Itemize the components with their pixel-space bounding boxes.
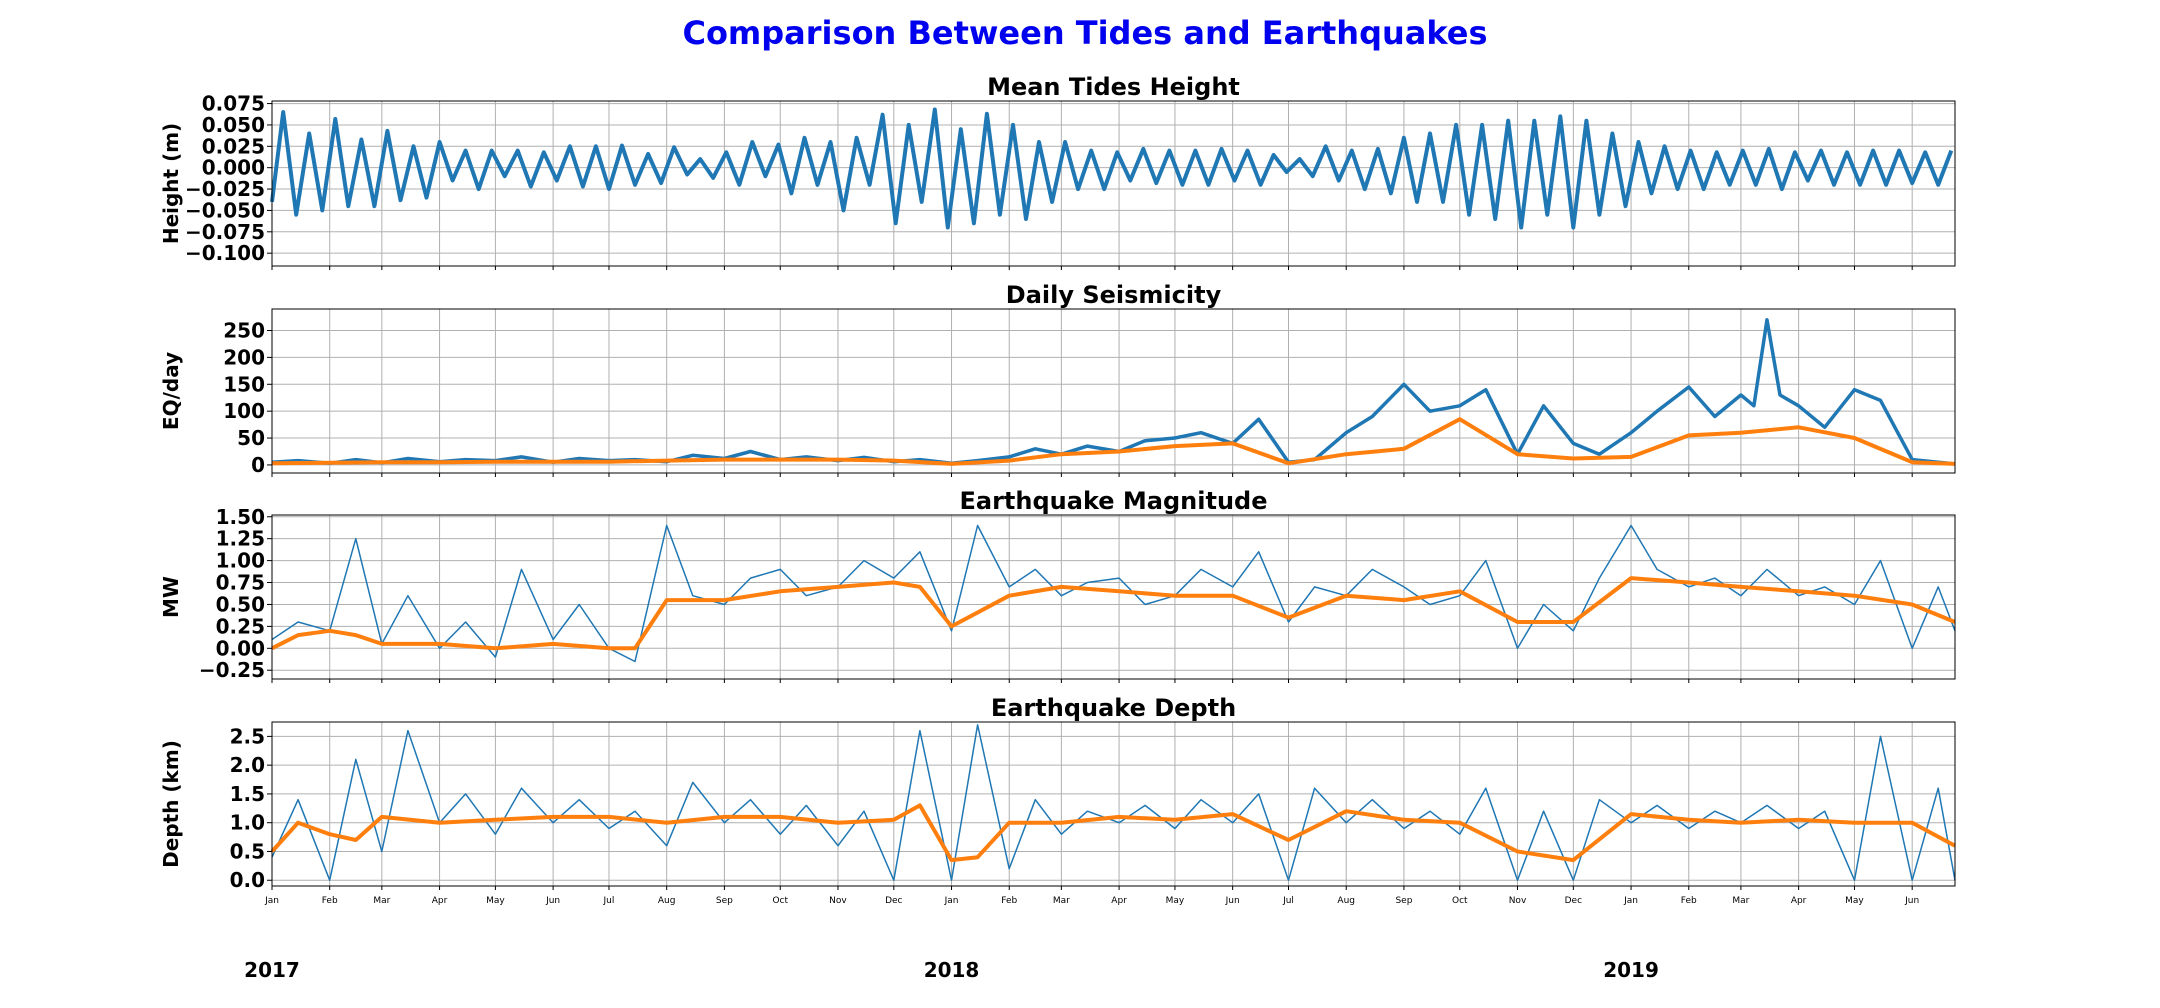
y-axis-label: Height (m) [159,123,183,244]
x-tick-label: Jan [1623,896,1638,906]
plot-frame [271,308,1956,474]
x-tick-label: Aug [658,896,676,906]
x-tick-label: Jan [264,896,279,906]
x-tick-label: May [1166,896,1185,906]
x-tick-label: Nov [829,896,847,906]
y-tick-label: 2.0 [230,753,265,777]
series-line-mean [271,417,1956,466]
series-line-raw [270,107,1954,230]
y-tick-label: 0.75 [216,571,265,595]
y-tick-label: 0.25 [216,614,265,638]
y-tick-label: 0.000 [202,156,265,180]
y-tick-label: 0.5 [230,839,265,863]
y-axis-label: Depth (km) [159,740,183,868]
y-tick-label: 150 [223,372,265,396]
y-tick-label: 0.50 [216,592,265,616]
x-tick-label: Mar [373,896,390,906]
y-axis-label: EQ/day [159,352,183,430]
y-tick-label: 0 [251,453,265,477]
x-tick-label: Feb [1001,896,1017,906]
y-tick-label: −0.075 [185,220,265,244]
x-tick-label: Jul [603,896,615,906]
x-tick-label: Jan [944,896,959,906]
y-tick-label: 1.25 [216,527,265,551]
x-tick-label: Sep [1395,896,1412,906]
x-tick-label: Sep [716,896,733,906]
subplot-title: Earthquake Magnitude [960,487,1268,515]
y-axis-label: MW [159,576,183,618]
subplots: 0.0750.0500.0250.000−0.025−0.050−0.075−0… [159,73,1956,906]
x-tick-label: Jul [1282,896,1294,906]
x-tick-label: Mar [1732,896,1749,906]
y-tick-label: 250 [223,319,265,343]
x-tick-label: Jun [1904,896,1919,906]
y-tick-label: 0.025 [202,134,265,158]
x-tick-label: Mar [1053,896,1070,906]
plot-frame [271,721,1956,887]
series-line-raw [271,524,1956,663]
y-tick-label: 0.050 [202,113,265,137]
x-tick-label: Apr [1111,896,1127,906]
x-year-label: 2018 [924,958,980,982]
plot-frame [271,100,1956,267]
x-year-label: 2019 [1603,958,1659,982]
y-tick-label: 1.5 [230,782,265,806]
subplot-title: Daily Seismicity [1006,281,1222,309]
y-tick-label: 0.00 [216,636,265,660]
x-tick-label: May [1845,896,1864,906]
y-tick-label: 0.075 [202,92,265,116]
x-month-labels: Jan Feb Mar Apr May Jun Jul Aug Sep Oct Nov Dec Jan F… [264,896,1919,906]
y-tick-label: 200 [223,345,265,369]
y-tick-label: 1.50 [216,505,265,529]
x-tick-label: Nov [1509,896,1527,906]
y-tick-label: −0.100 [185,241,265,265]
series-line-mean [270,803,1956,863]
x-tick-label: Aug [1337,896,1355,906]
year-labels: 2017 2018 2019 [244,958,1659,982]
x-tick-label: Jun [545,896,560,906]
x-tick-label: Apr [432,896,448,906]
plot-frame [271,514,1956,680]
y-tick-label: 2.5 [230,724,265,748]
x-tick-label: Jun [1225,896,1240,906]
y-tick-label: 1.00 [216,549,265,573]
subplot-4: 2.5 2.0 1.5 1.0 0.5 0.0 Earthquake Depth Depth … [159,694,1956,892]
subplot-title: Earthquake Depth [991,694,1236,722]
y-tick-label: 50 [237,426,265,450]
subplot-title: Mean Tides Height [987,73,1240,101]
x-tick-label: Feb [1681,896,1697,906]
series-line-mean [271,576,1956,651]
x-tick-label: Feb [322,896,338,906]
figure-title: Comparison Between Tides and Earthquakes [682,14,1487,52]
y-tick-label: 100 [223,399,265,423]
series-line-raw [271,318,1956,466]
x-tick-label: Oct [772,896,788,906]
y-tick-label: 1.0 [230,811,265,835]
y-tick-label: 0.0 [230,868,265,892]
x-tick-label: Apr [1791,896,1807,906]
x-tick-label: May [486,896,505,906]
x-tick-label: Dec [885,896,902,906]
y-tick-label: −0.050 [185,198,265,222]
x-tick-label: Oct [1452,896,1468,906]
series-line-raw [271,724,1956,881]
subplot-1: 0.0750.0500.0250.000−0.025−0.050−0.075−0… [159,73,1956,270]
x-tick-label: Dec [1565,896,1582,906]
y-tick-label: −0.025 [185,177,265,201]
subplot-3: 1.501.251.000.750.500.250.00−0.25 Earthqu… [159,487,1956,683]
y-tick-label: −0.25 [199,658,265,682]
x-year-label: 2017 [244,958,300,982]
